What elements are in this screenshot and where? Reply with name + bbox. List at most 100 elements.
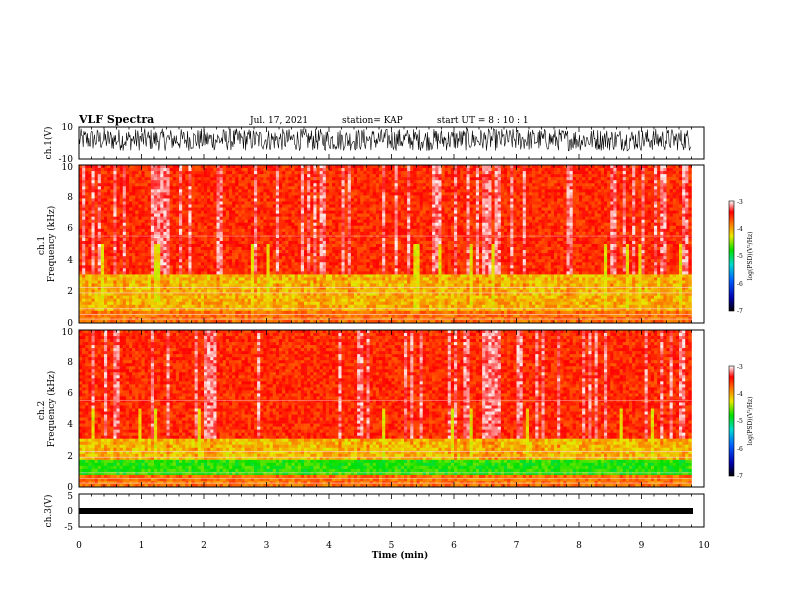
- spectrogram-cell: [97, 177, 102, 181]
- spectrogram-cell: [357, 213, 361, 217]
- spectrogram-cell: [172, 216, 177, 220]
- spectrogram-cell: [185, 207, 189, 211]
- spectrogram-cell: [322, 213, 327, 217]
- spectrogram-cell: [257, 237, 261, 242]
- spectrogram-cell: [338, 168, 342, 172]
- spectrogram-cell: [310, 189, 314, 193]
- spectrogram-cell: [254, 313, 258, 318]
- spectrogram-cell: [150, 240, 155, 245]
- spectrogram-cell: [350, 201, 355, 205]
- spectrogram-cell: [172, 274, 177, 278]
- spectrogram-cell: [194, 201, 199, 205]
- spectrogram-cell: [150, 319, 155, 324]
- spectrogram-cell: [113, 192, 117, 196]
- spectrogram-cell: [132, 277, 136, 281]
- spectrogram-cell: [338, 247, 342, 251]
- spectrogram-cell: [100, 219, 105, 224]
- spectrogram-cell: [366, 304, 370, 309]
- spectrogram-cell: [194, 228, 199, 233]
- spectrogram-cell: [135, 298, 139, 303]
- spectrogram-cell: [275, 307, 280, 312]
- spectrogram-cell: [85, 250, 89, 254]
- spectrogram-cell: [285, 174, 289, 178]
- spectrogram-cell: [329, 225, 333, 230]
- spectrogram-cell: [175, 247, 180, 251]
- spectrogram-cell: [366, 240, 370, 245]
- spectrogram-cell: [107, 189, 111, 193]
- spectrogram-cell: [269, 237, 274, 242]
- spectrogram-cell: [197, 240, 202, 245]
- spectrogram-cell: [144, 219, 149, 224]
- spectrogram-cell: [329, 277, 333, 281]
- spectrogram-cell: [110, 310, 114, 315]
- spectrogram-cell: [213, 280, 217, 284]
- spectrogram-cell: [172, 280, 177, 284]
- spectrogram-cell: [350, 292, 355, 296]
- spectrogram-cell: [169, 244, 174, 248]
- spectrogram-cell: [138, 216, 142, 220]
- spectrogram-cell: [282, 319, 286, 324]
- spectrogram-cell: [88, 298, 92, 303]
- spectrogram-cell: [104, 189, 108, 193]
- spectrogram-cell: [122, 189, 127, 193]
- spectrogram-cell: [79, 219, 83, 224]
- spectrogram-cell: [263, 201, 267, 205]
- spectrogram-cell: [360, 310, 364, 315]
- spectrogram-cell: [294, 280, 299, 284]
- spectrogram-cell: [207, 174, 211, 178]
- spectrogram-cell: [285, 204, 289, 208]
- spectrogram-cell: [157, 204, 161, 208]
- spectrogram-cell: [179, 274, 183, 278]
- spectrogram-cell: [110, 237, 114, 242]
- spectrogram-cell: [194, 274, 199, 278]
- spectrogram-cell: [132, 222, 136, 227]
- spectrogram-cell: [104, 256, 108, 260]
- spectrogram-cell: [104, 198, 108, 202]
- spectrogram-cell: [354, 195, 358, 199]
- spectrogram-cell: [100, 165, 105, 169]
- spectrogram-cell: [125, 268, 130, 272]
- spectrogram-cell: [88, 301, 92, 306]
- spectrogram-cell: [232, 247, 236, 251]
- spectrogram-cell: [275, 280, 280, 284]
- spectrogram-cell: [229, 180, 233, 184]
- spectrogram-cell: [122, 289, 127, 293]
- spectrogram-cell: [160, 207, 164, 211]
- spectrogram-cell: [332, 180, 336, 184]
- spectrogram-cell: [257, 189, 261, 193]
- spectrogram-cell: [104, 286, 108, 290]
- spectrogram-cell: [110, 171, 114, 175]
- spectrogram-cell: [104, 240, 108, 245]
- spectrogram-cell: [88, 234, 92, 239]
- spectrogram-cell: [116, 183, 120, 187]
- spectrogram-cell: [257, 286, 261, 290]
- spectrogram-cell: [247, 213, 252, 217]
- spectrogram-cell: [354, 292, 358, 296]
- spectrogram-cell: [104, 265, 108, 269]
- spectrogram-cell: [260, 244, 264, 248]
- spectrogram-cell: [166, 201, 170, 205]
- spectrogram-cell: [169, 228, 174, 233]
- spectrogram-cell: [235, 247, 239, 251]
- spectrogram-cell: [357, 198, 361, 202]
- spectrogram-cell: [222, 271, 227, 275]
- spectrogram-cell: [310, 186, 314, 190]
- spectrogram-cell: [332, 213, 336, 217]
- spectrogram-cell: [250, 225, 255, 230]
- spectrogram-cell: [82, 174, 86, 178]
- spectrogram-cell: [129, 171, 133, 175]
- spectrogram-cell: [357, 195, 361, 199]
- spectrogram-cell: [157, 195, 161, 199]
- spectrogram-cell: [197, 171, 202, 175]
- spectrogram-cell: [82, 301, 86, 306]
- spectrogram-cell: [275, 165, 280, 169]
- spectrogram-cell: [257, 231, 261, 236]
- spectrogram-cell: [138, 186, 142, 190]
- spectrogram-cell: [219, 253, 224, 257]
- spectrogram-cell: [325, 177, 330, 181]
- spectrogram-cell: [229, 280, 233, 284]
- spectrogram-cell: [304, 310, 308, 315]
- spectrogram-cell: [138, 234, 142, 239]
- spectrogram-cell: [160, 253, 164, 257]
- spectrogram-cell: [200, 292, 205, 296]
